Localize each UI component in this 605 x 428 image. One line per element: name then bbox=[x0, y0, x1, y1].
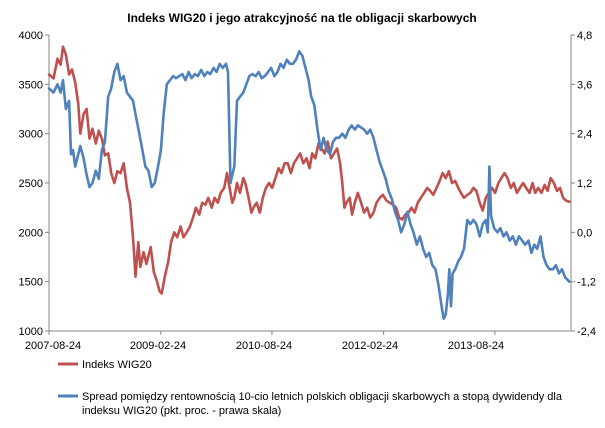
legend-label-spread: Spread pomiędzy rentownością 10-cio letn… bbox=[82, 391, 563, 417]
series-layer bbox=[47, 45, 571, 321]
left-tick-label: 3500 bbox=[19, 79, 43, 91]
x-tick-label: 2012-02-24 bbox=[342, 340, 398, 352]
right-tick-label: 0,0 bbox=[577, 227, 592, 239]
series-line-wig20 bbox=[47, 45, 571, 295]
right-tick-label: 1,2 bbox=[577, 178, 592, 190]
right-tick-label: 3,6 bbox=[577, 79, 592, 91]
axes: 4000 3500 3000 2500 2000 1500 1000 4,8 3,6 2,4 1,2… bbox=[19, 30, 596, 352]
right-tick-label: -1,2 bbox=[577, 277, 596, 289]
left-tick-label: 2500 bbox=[19, 178, 43, 190]
series-line-spread bbox=[47, 50, 571, 321]
right-tick-label: 4,8 bbox=[577, 30, 592, 42]
x-tick-label: 2013-08-24 bbox=[448, 340, 504, 352]
left-tick-label: 4000 bbox=[19, 30, 43, 42]
x-tick-label: 2007-08-24 bbox=[25, 340, 81, 352]
left-tick-label: 1500 bbox=[19, 277, 43, 289]
chart-title: Indeks WIG20 i jego atrakcyjność na tle … bbox=[127, 11, 476, 25]
x-tick-label: 2009-02-24 bbox=[130, 340, 186, 352]
right-tick-label: 2,4 bbox=[577, 129, 592, 141]
left-tick-label: 2000 bbox=[19, 227, 43, 239]
legend-label-wig20: Indeks WIG20 bbox=[82, 359, 152, 371]
left-tick-label: 1000 bbox=[19, 326, 43, 338]
left-tick-label: 3000 bbox=[19, 129, 43, 141]
x-tick-label: 2010-08-24 bbox=[236, 340, 292, 352]
legend: Indeks WIG20 Spread pomiędzy rentownością… bbox=[58, 359, 563, 417]
right-tick-label: -2,4 bbox=[577, 326, 596, 338]
